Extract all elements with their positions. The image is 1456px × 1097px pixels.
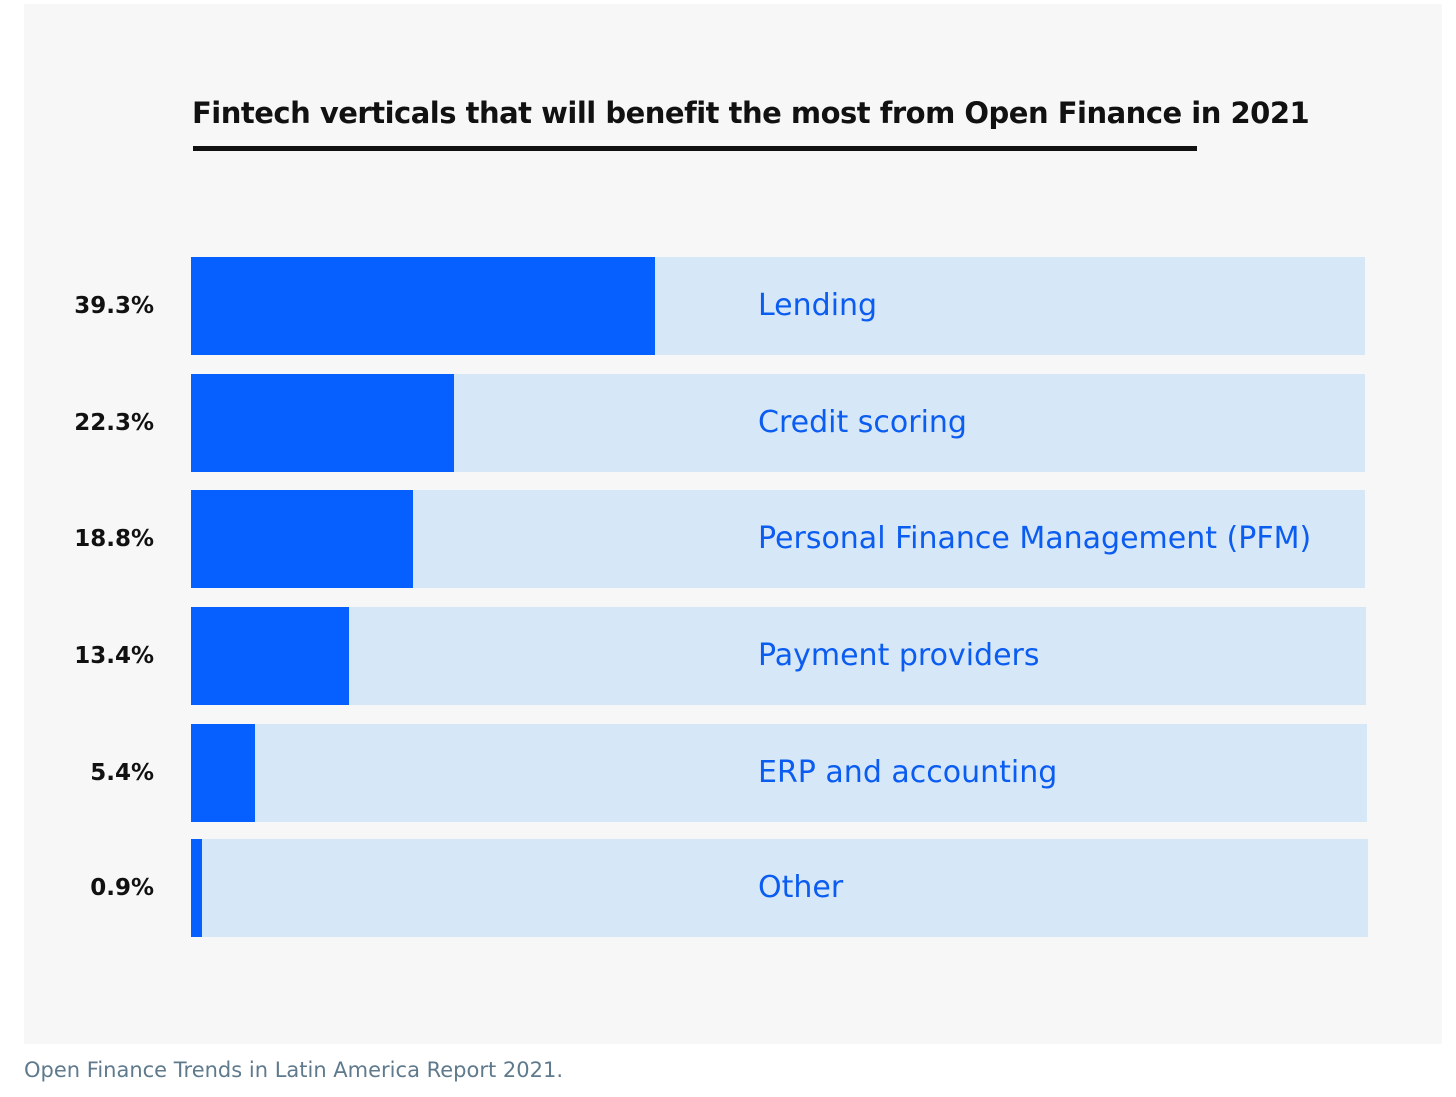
bar xyxy=(191,839,202,937)
bar-row: 39.3% Lending xyxy=(24,257,1442,355)
chart-title: Fintech verticals that will benefit the … xyxy=(192,96,1310,130)
bar-row: 22.3% Credit scoring xyxy=(24,374,1442,472)
bar xyxy=(191,257,655,355)
bar-chart: 39.3% Lending 22.3% Credit scoring 18.8% Pers… xyxy=(24,4,1442,1044)
category-label: Lending xyxy=(758,288,878,323)
bar-track xyxy=(191,724,1367,822)
category-label: Credit scoring xyxy=(758,405,967,440)
bar-row: 13.4% Payment providers xyxy=(24,607,1442,705)
value-label: 22.3% xyxy=(74,410,154,436)
bar xyxy=(191,490,413,588)
category-label: Personal Finance Management (PFM) xyxy=(758,521,1312,556)
title-underline xyxy=(193,146,1197,151)
category-label: Payment providers xyxy=(758,638,1040,673)
chart-figure: Fintech verticals that will benefit the … xyxy=(24,4,1442,1044)
value-label: 18.8% xyxy=(74,526,154,552)
bar-track xyxy=(191,607,1366,705)
category-label: ERP and accounting xyxy=(758,755,1058,790)
bar-track xyxy=(191,839,1368,937)
value-label: 13.4% xyxy=(74,643,154,669)
figure-caption: Open Finance Trends in Latin America Rep… xyxy=(24,1058,564,1082)
value-label: 39.3% xyxy=(74,293,154,319)
value-label: 5.4% xyxy=(90,760,154,786)
bar xyxy=(191,724,255,822)
bar xyxy=(191,374,454,472)
bar-row: 5.4% ERP and accounting xyxy=(24,724,1442,822)
bar-row: 0.9% Other xyxy=(24,839,1442,937)
value-label: 0.9% xyxy=(90,875,154,901)
category-label: Other xyxy=(758,870,844,905)
bar xyxy=(191,607,349,705)
bar-row: 18.8% Personal Finance Management (PFM) xyxy=(24,490,1442,588)
